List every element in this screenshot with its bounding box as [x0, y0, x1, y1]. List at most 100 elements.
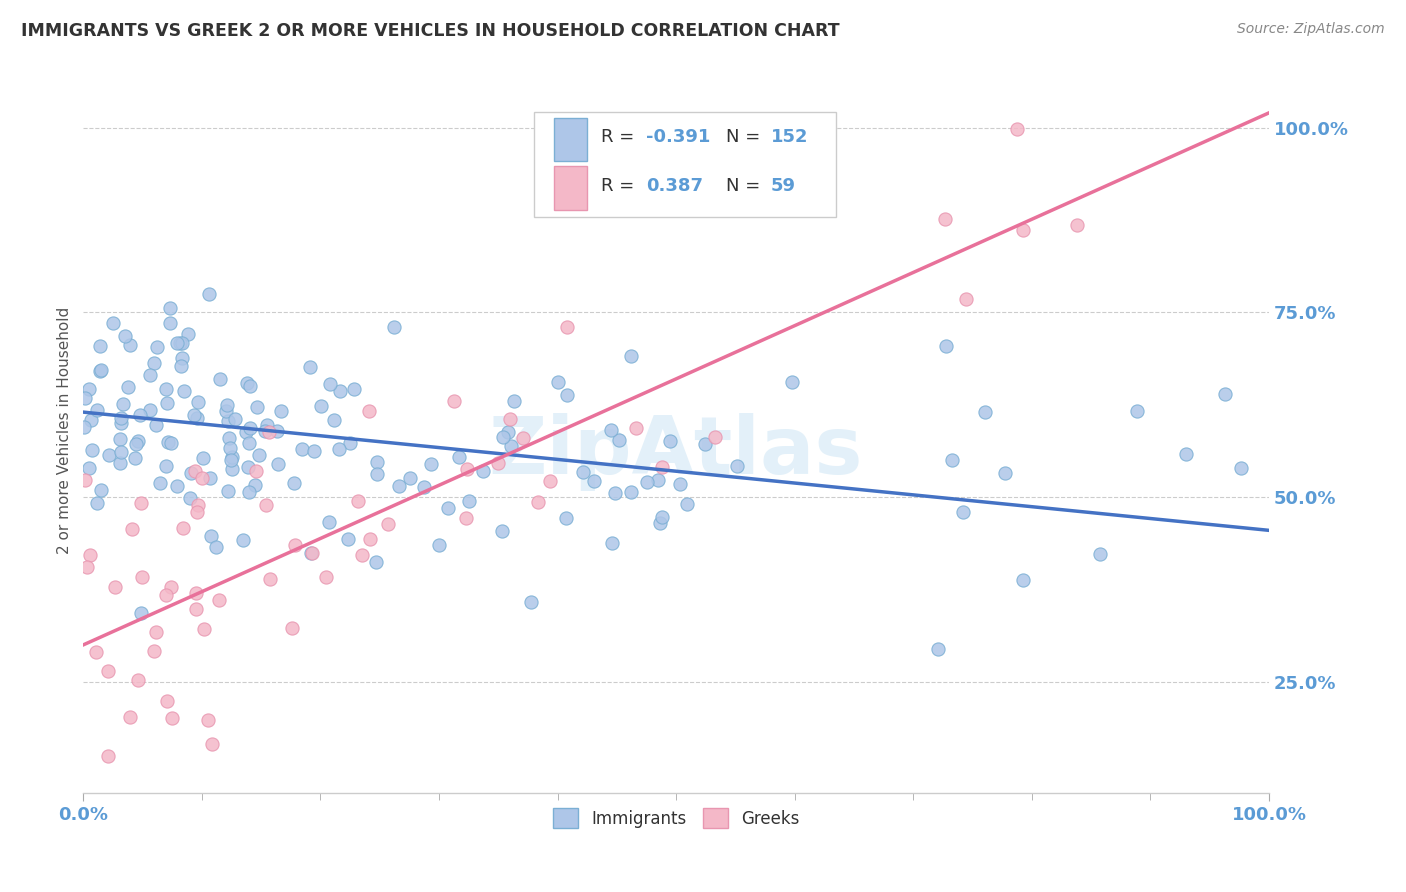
Point — [121, 522, 143, 536]
Point — [572, 466, 595, 480]
Point — [364, 555, 387, 569]
Point — [456, 462, 478, 476]
Point — [934, 212, 956, 227]
Point — [104, 580, 127, 594]
Point — [449, 450, 471, 465]
Point — [73, 420, 96, 434]
Point — [281, 621, 304, 635]
Point — [387, 479, 409, 493]
Point — [84, 645, 107, 659]
Point — [117, 380, 139, 394]
Point — [236, 376, 259, 390]
Point — [218, 431, 240, 445]
Text: R =: R = — [602, 128, 640, 146]
Point — [183, 408, 205, 422]
Point — [110, 416, 132, 430]
Point — [1005, 121, 1028, 136]
Point — [318, 515, 340, 529]
Point — [232, 533, 254, 548]
Point — [927, 642, 949, 657]
Point — [97, 665, 120, 679]
Point — [399, 471, 422, 485]
Point — [343, 382, 366, 396]
Point — [215, 398, 238, 412]
Point — [259, 572, 281, 586]
Point — [73, 474, 96, 488]
Point — [79, 548, 101, 562]
Point — [184, 464, 207, 478]
Point — [139, 403, 162, 417]
Point — [499, 412, 522, 426]
Point — [328, 384, 350, 399]
Point — [270, 404, 292, 418]
Point — [159, 317, 181, 331]
Point — [384, 319, 406, 334]
Point — [219, 441, 242, 455]
Point — [127, 673, 149, 687]
Point — [235, 425, 257, 439]
Point — [1066, 218, 1088, 232]
Point — [238, 485, 260, 500]
Point — [108, 432, 131, 446]
Point — [197, 713, 219, 727]
Point — [323, 413, 346, 427]
Point — [77, 382, 100, 396]
Point — [359, 532, 381, 546]
Point — [283, 476, 305, 491]
Point — [145, 418, 167, 433]
Point — [547, 376, 569, 390]
Point — [254, 498, 277, 512]
Point — [172, 521, 194, 535]
Text: N =: N = — [725, 177, 766, 195]
Point — [256, 418, 278, 433]
Point — [599, 423, 621, 437]
Point — [472, 464, 495, 478]
Point — [427, 538, 450, 552]
Point — [215, 404, 238, 418]
Point — [486, 456, 509, 470]
Point — [973, 404, 995, 418]
Point — [458, 493, 481, 508]
Point — [217, 414, 239, 428]
Point — [239, 421, 262, 435]
Point — [90, 483, 112, 498]
Point — [496, 425, 519, 439]
Point — [366, 467, 388, 481]
Point — [492, 430, 515, 444]
Point — [124, 450, 146, 465]
Point — [101, 316, 124, 330]
Point — [179, 491, 201, 505]
Point — [555, 510, 578, 524]
FancyBboxPatch shape — [554, 118, 588, 161]
Point — [600, 535, 623, 549]
Point — [125, 437, 148, 451]
Point — [350, 549, 373, 563]
Point — [437, 501, 460, 516]
Point — [669, 476, 692, 491]
Point — [131, 569, 153, 583]
Text: 59: 59 — [770, 177, 796, 195]
Y-axis label: 2 or more Vehicles in Household: 2 or more Vehicles in Household — [58, 307, 72, 554]
Point — [994, 466, 1017, 480]
Point — [110, 411, 132, 425]
Point — [1011, 573, 1033, 587]
Point — [555, 387, 578, 401]
Point — [512, 431, 534, 445]
Point — [527, 495, 550, 509]
Point — [245, 464, 267, 478]
Point — [80, 443, 103, 458]
Point — [636, 475, 658, 490]
Point — [780, 376, 803, 390]
Point — [647, 474, 669, 488]
Point — [89, 363, 111, 377]
Point — [186, 505, 208, 519]
Point — [166, 335, 188, 350]
Point — [160, 436, 183, 450]
Point — [357, 404, 380, 418]
Point — [139, 368, 162, 383]
Point — [142, 643, 165, 657]
Point — [224, 412, 246, 426]
Point — [191, 471, 214, 485]
Point — [538, 475, 561, 489]
Point — [221, 450, 243, 465]
